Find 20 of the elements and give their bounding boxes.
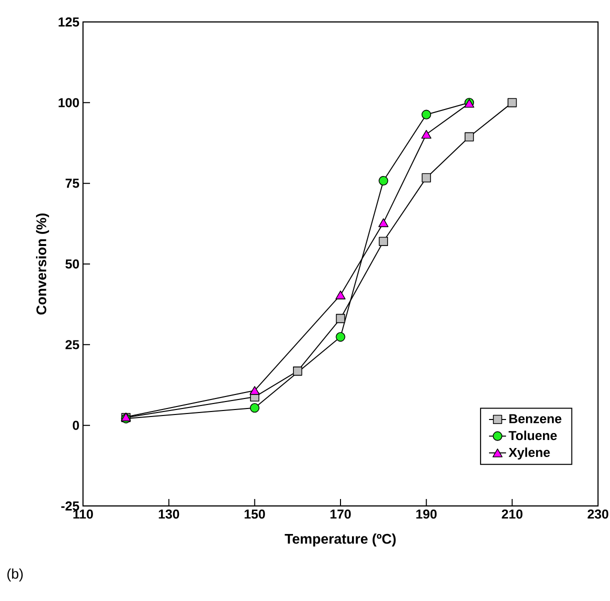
y-tick-label: 50 — [65, 259, 79, 269]
y-tick-label: 25 — [66, 340, 80, 350]
x-axis-title: Temperature (ºC) — [284, 534, 396, 547]
y-tick-label: 0 — [72, 420, 79, 430]
x-tick-label: 150 — [244, 510, 265, 519]
x-tick-label: 170 — [330, 510, 351, 519]
x-tick-label: 230 — [588, 510, 608, 519]
legend-label: Xylene — [508, 447, 550, 460]
x-tick-label: 130 — [158, 510, 180, 519]
x-tick-label: 110 — [73, 510, 93, 519]
legend-label: Benzene — [509, 414, 562, 424]
y-tick-label: 75 — [66, 178, 80, 188]
x-tick-label: 190 — [416, 510, 437, 519]
y-tick-label: 100 — [58, 98, 79, 108]
text: (b) — [7, 568, 23, 582]
y-tick-label: 125 — [58, 17, 80, 27]
legend-label: Toluene — [508, 430, 557, 440]
x-tick-label: 210 — [502, 510, 522, 519]
y-tick-label: -25 — [61, 501, 80, 511]
y-axis-title: Conversion (%) — [36, 214, 50, 315]
